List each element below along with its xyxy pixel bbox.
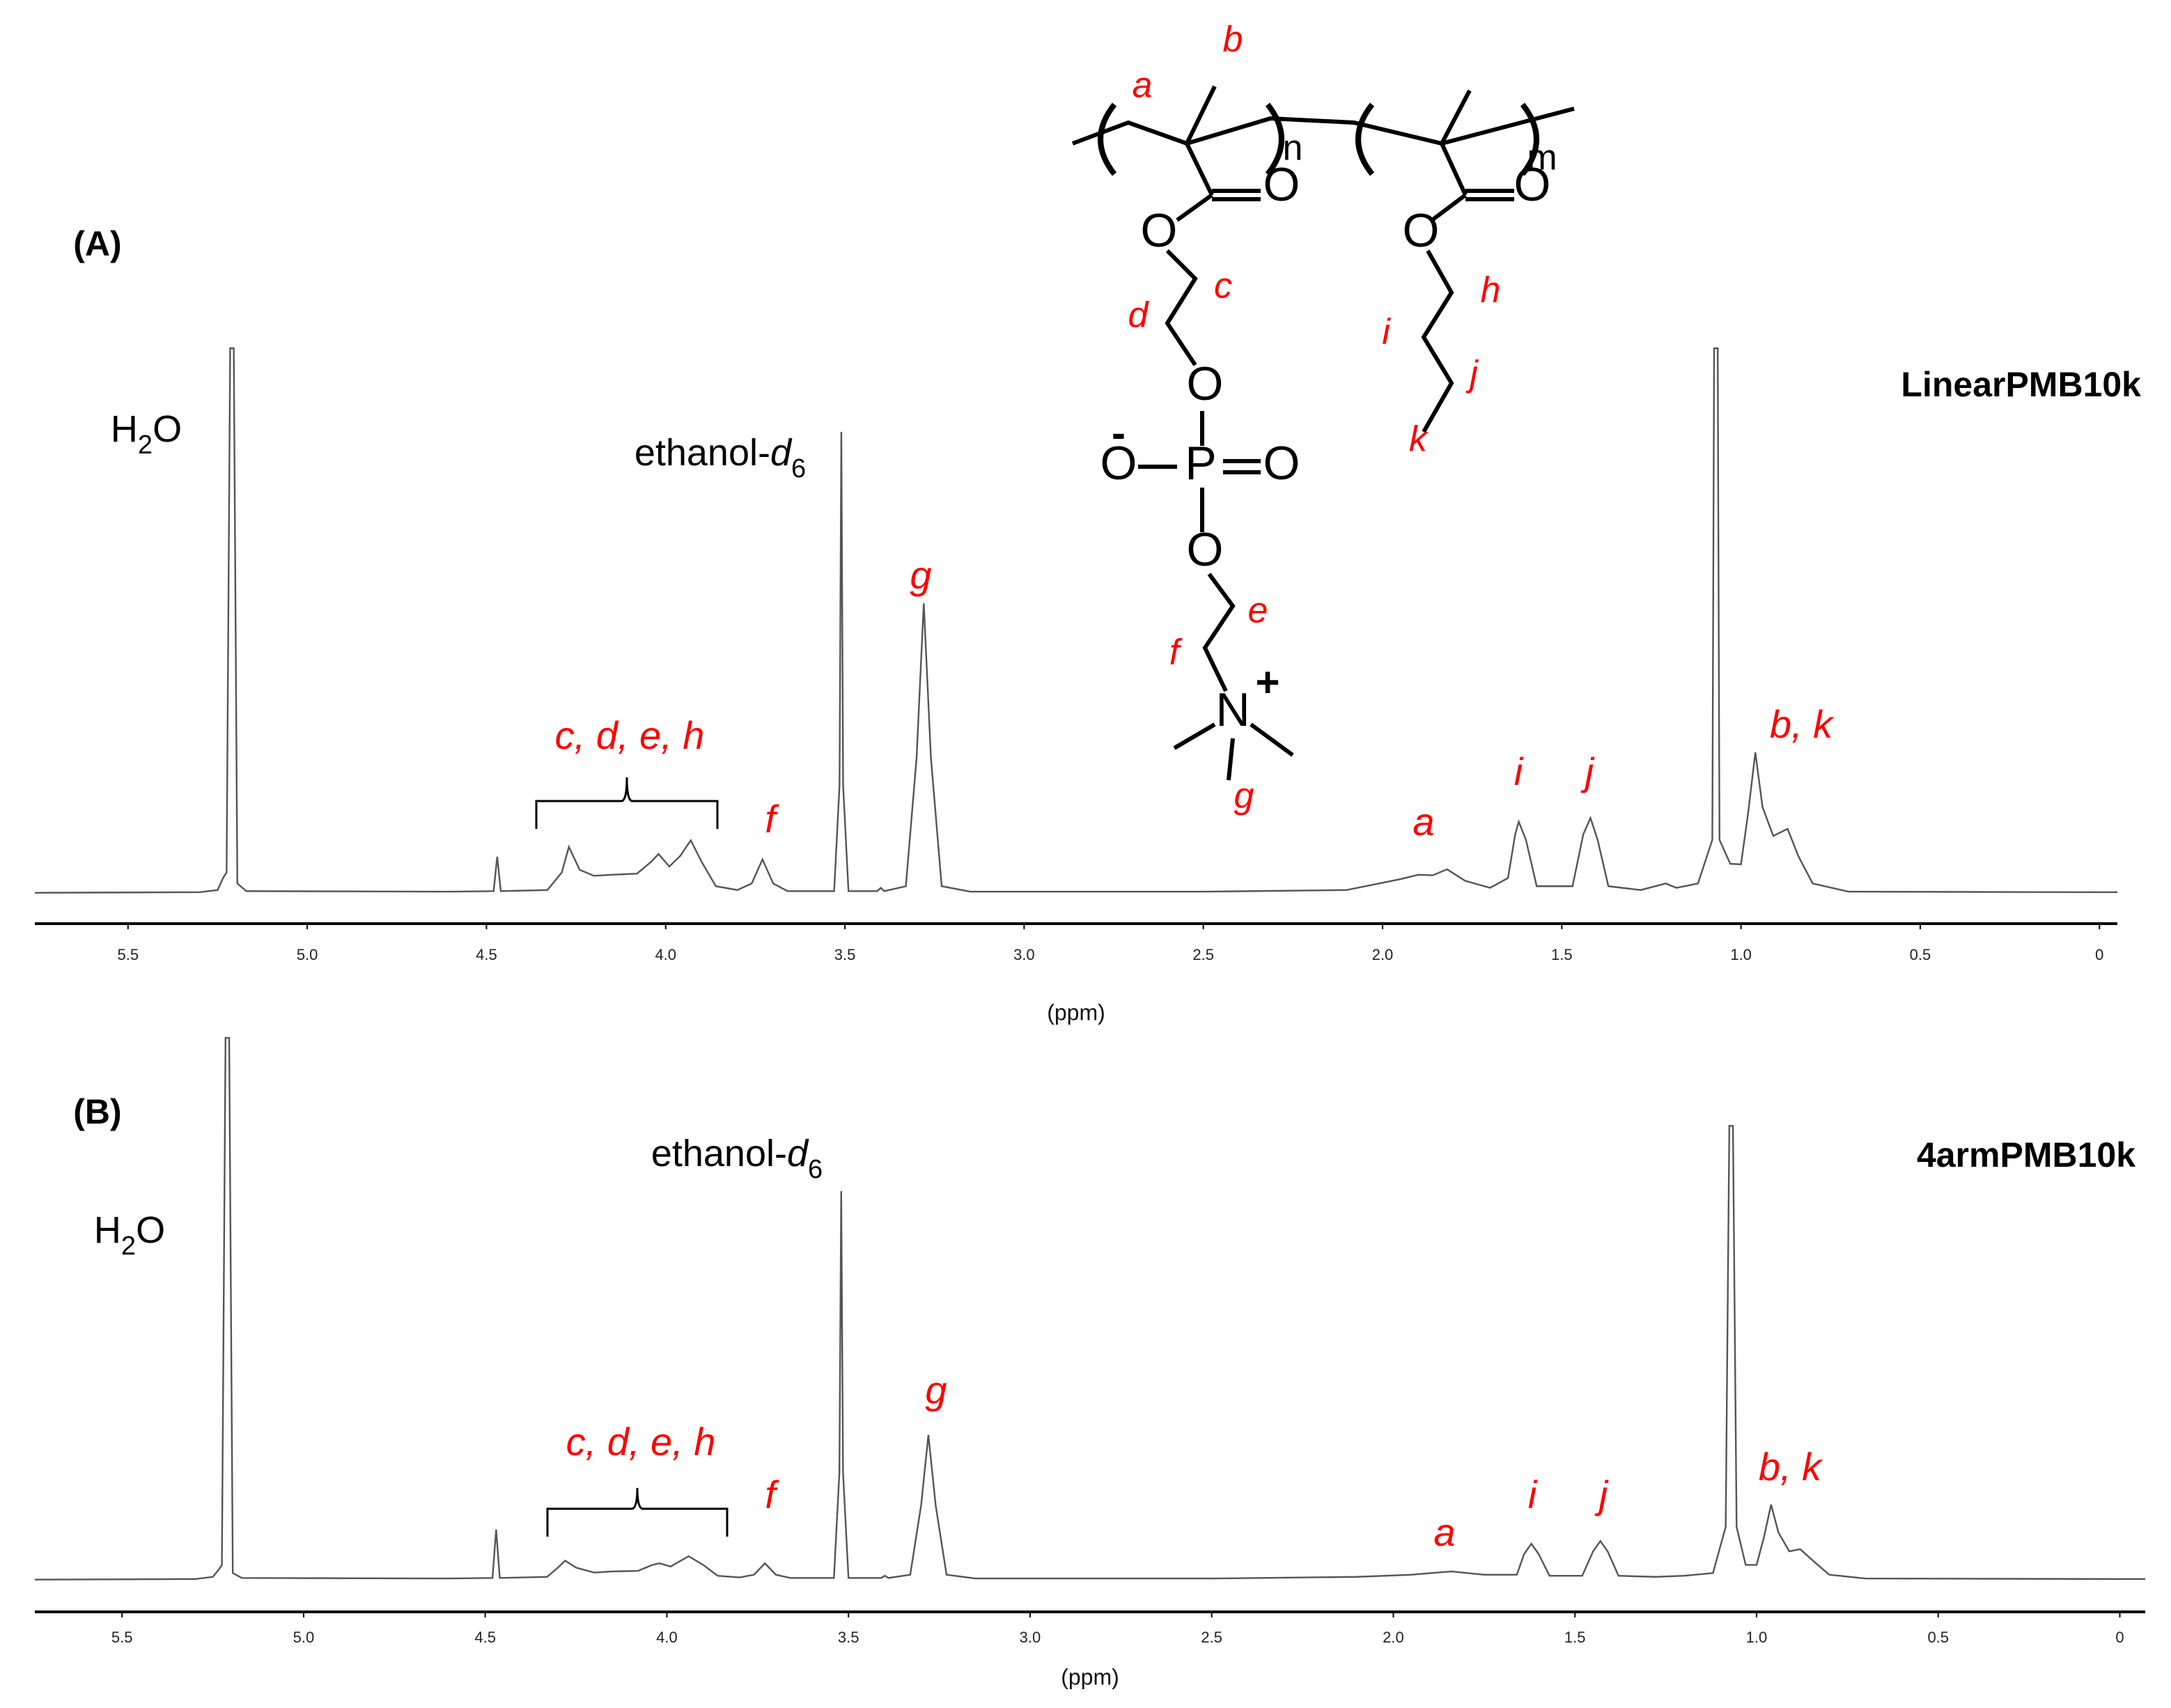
atom: O bbox=[1187, 357, 1224, 410]
x-tick-label: 5.0 bbox=[293, 1629, 315, 1646]
solvent-label: H2O bbox=[94, 1209, 165, 1261]
structure-label: e bbox=[1248, 591, 1268, 631]
atom: O bbox=[1100, 437, 1137, 490]
structure-label: a bbox=[1133, 65, 1153, 106]
sample-name: LinearPMB10k bbox=[1901, 365, 2141, 404]
charge: - bbox=[1112, 410, 1126, 456]
peak-annotation: a bbox=[1433, 1510, 1455, 1554]
peak-annotation: j bbox=[1594, 1473, 1609, 1516]
peak-annotation: g bbox=[925, 1368, 947, 1412]
atom: N bbox=[1215, 683, 1250, 736]
x-tick-label: 0 bbox=[2095, 946, 2103, 963]
label-part: ethanol- bbox=[651, 1133, 787, 1174]
repeat-subscript: n bbox=[1283, 128, 1303, 169]
peak-annotation: j bbox=[1580, 750, 1595, 793]
atom: O bbox=[1263, 437, 1300, 490]
x-tick-label: 1.5 bbox=[1564, 1629, 1586, 1646]
subscript: 2 bbox=[121, 1232, 136, 1261]
x-tick-label: 3.5 bbox=[838, 1629, 859, 1646]
x-tick-label: 5.0 bbox=[297, 946, 318, 963]
bracket bbox=[535, 777, 719, 829]
structure-label: j bbox=[1465, 354, 1479, 394]
atom: O bbox=[1187, 523, 1224, 576]
structure-label: b bbox=[1223, 20, 1243, 60]
structure-label: g bbox=[1234, 776, 1254, 816]
label-part: O bbox=[136, 1209, 165, 1251]
panel-label: (A) bbox=[73, 224, 121, 263]
x-tick-label: 0.5 bbox=[1910, 946, 1931, 963]
spectrum-line bbox=[34, 1037, 2145, 1581]
structure-label: c bbox=[1214, 266, 1232, 306]
x-tick-label: 4.5 bbox=[476, 946, 497, 963]
peak-annotation: c, d, e, h bbox=[566, 1420, 716, 1464]
x-tick-label: 3.0 bbox=[1013, 946, 1035, 963]
repeat-subscript: m bbox=[1527, 138, 1557, 178]
peak-annotation: b, k bbox=[1759, 1445, 1823, 1489]
label-part: O bbox=[153, 408, 182, 450]
x-axis-label: (ppm) bbox=[1047, 1000, 1105, 1025]
atom: O bbox=[1141, 204, 1178, 257]
label-part: d bbox=[770, 432, 793, 474]
structure-label: d bbox=[1128, 295, 1150, 336]
peak-annotation: b, k bbox=[1770, 702, 1835, 746]
subscript: 6 bbox=[808, 1155, 823, 1184]
atom: O bbox=[1514, 158, 1551, 211]
peak-annotation: a bbox=[1413, 800, 1434, 844]
x-axis-label: (ppm) bbox=[1061, 1664, 1119, 1689]
label-part: ethanol- bbox=[635, 432, 770, 474]
structure-label: i bbox=[1382, 312, 1391, 352]
x-tick-label: 4.0 bbox=[656, 1629, 678, 1646]
atom: O bbox=[1403, 204, 1440, 257]
structure-bonds bbox=[1071, 85, 1575, 781]
solvent-label: ethanol-d6 bbox=[651, 1133, 823, 1184]
solvent-label: H2O bbox=[111, 408, 182, 460]
label-part: H bbox=[111, 408, 138, 450]
solvent-label: ethanol-d6 bbox=[635, 432, 806, 483]
x-tick-label: 5.5 bbox=[111, 1629, 133, 1646]
subscript: 6 bbox=[791, 454, 806, 483]
charge: + bbox=[1255, 659, 1279, 706]
peak-annotation: c, d, e, h bbox=[555, 713, 705, 757]
peak-annotation: i bbox=[1528, 1473, 1538, 1516]
x-tick-label: 3.0 bbox=[1020, 1629, 1041, 1646]
x-tick-label: 2.0 bbox=[1372, 946, 1394, 963]
x-tick-label: 3.5 bbox=[834, 946, 856, 963]
label-part: H bbox=[94, 1209, 121, 1251]
structure-label: h bbox=[1481, 270, 1501, 311]
x-tick-label: 2.5 bbox=[1192, 946, 1214, 963]
x-tick-label: 2.0 bbox=[1383, 1629, 1404, 1646]
x-tick-label: 4.0 bbox=[655, 946, 676, 963]
spectrum-line bbox=[34, 347, 2117, 894]
x-tick-label: 0.5 bbox=[1927, 1629, 1949, 1646]
label-part: d bbox=[787, 1133, 809, 1174]
structure-label: f bbox=[1169, 632, 1183, 673]
x-tick-label: 1.0 bbox=[1746, 1629, 1768, 1646]
x-tick-label: 1.5 bbox=[1551, 946, 1573, 963]
x-tick-label: 2.5 bbox=[1201, 1629, 1222, 1646]
peak-annotation: g bbox=[910, 553, 931, 597]
x-tick-label: 1.0 bbox=[1730, 946, 1752, 963]
structure-label: k bbox=[1409, 419, 1429, 460]
atom: P bbox=[1185, 437, 1216, 490]
x-tick-label: 5.5 bbox=[118, 946, 139, 963]
peak-annotation: i bbox=[1514, 750, 1524, 793]
atom: O bbox=[1263, 158, 1300, 211]
panel-label: (B) bbox=[73, 1092, 121, 1131]
subscript: 2 bbox=[138, 430, 153, 460]
x-tick-label: 4.5 bbox=[474, 1629, 496, 1646]
x-tick-label: 0 bbox=[2115, 1629, 2124, 1646]
peak-annotation: f bbox=[765, 1473, 779, 1516]
sample-name: 4armPMB10k bbox=[1917, 1135, 2135, 1174]
peak-annotation: f bbox=[765, 797, 779, 841]
bracket bbox=[546, 1487, 729, 1537]
